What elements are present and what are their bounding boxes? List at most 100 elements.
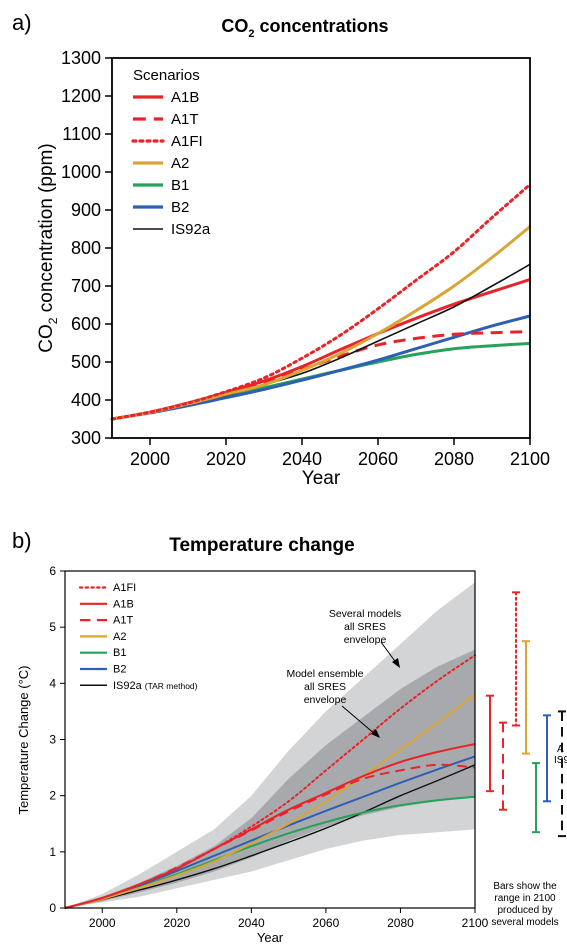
panel-a-y-tick-label: 400 xyxy=(71,390,101,410)
panel-a-y-tick-label: 600 xyxy=(71,314,101,334)
panel-b-clipped-label-is9: IS9 xyxy=(554,755,567,766)
panel-a-legend-label-is92a: IS92a xyxy=(171,221,211,238)
panel-a-line-b2 xyxy=(111,314,531,421)
panel-a-y-tick-label: 900 xyxy=(71,200,101,220)
panel-b-label: b) xyxy=(12,528,32,553)
panel-b-y-tick-label: 1 xyxy=(49,845,56,859)
panel-b-plot-frame xyxy=(64,570,476,909)
panel-b-arrowhead-several-models xyxy=(392,658,400,668)
panel-b-annotation-model-ensemble: envelope xyxy=(304,694,347,706)
panel-b-legend-label-b1: B1 xyxy=(113,647,126,659)
panel-a-legend-label-b1: B1 xyxy=(171,177,189,194)
panel-a-x-tick-label: 2000 xyxy=(130,449,170,469)
panel-b-line-a1t xyxy=(64,763,476,909)
panel-b-annotation-bars-note: Bars show the xyxy=(493,881,557,892)
panel-a-x-tick-label: 2100 xyxy=(510,449,550,469)
panel-b-line-is92a xyxy=(64,764,476,909)
panel-b-y-tick-label: 2 xyxy=(49,789,56,803)
panel-b-title: Temperature change xyxy=(169,535,354,556)
panel-b-annotation-bars-note: range in 2100 xyxy=(494,893,556,904)
panel-b-clipped-label-a: A xyxy=(557,744,564,755)
panel-a-line-is92a xyxy=(111,263,531,420)
panel-b-x-tick-label: 2040 xyxy=(238,916,265,930)
panel-a-label: a) xyxy=(12,10,32,35)
panel-a-ylabel-rest: concentration (ppm) xyxy=(36,143,57,317)
panel-a-line-a2 xyxy=(111,225,531,421)
panel-b-line-a1fi xyxy=(64,654,476,909)
panel-a-y-tick-label: 700 xyxy=(71,276,101,296)
panel-a-x-tick-label: 2060 xyxy=(358,449,398,469)
panel-b-y-tick-label: 3 xyxy=(49,733,56,747)
panel-b-x-tick-label: 2100 xyxy=(462,916,489,930)
panel-b-range-bars xyxy=(486,591,566,838)
panel-b-series xyxy=(64,654,476,909)
panel-b-y-axis-label: Temperature Change (°C) xyxy=(16,666,31,815)
panel-a-legend-label-a1t: A1T xyxy=(171,111,199,128)
panel-b-annotation-model-ensemble: Model ensemble xyxy=(286,668,363,680)
panel-b-y-tick-label: 6 xyxy=(49,564,56,578)
panel-a-line-a1fi xyxy=(110,183,532,421)
panel-b-envelope-outer xyxy=(65,582,475,908)
panel-a: a) CO2 concentrations 300400500600700800… xyxy=(12,10,550,489)
panel-b-y-tick-label: 5 xyxy=(49,620,56,634)
panel-a-x-axis-label: Year xyxy=(302,468,341,489)
panel-a-ylabel-sub: 2 xyxy=(46,317,60,324)
panel-a-title-sub: 2 xyxy=(248,28,254,40)
panel-b-arrowhead-model-ensemble xyxy=(371,729,380,738)
panel-b-legend-label-a1fi: A1FI xyxy=(113,582,136,594)
panel-b-x-axis-label: Year xyxy=(257,930,284,945)
panel-a-plot-frame xyxy=(111,57,531,439)
panel-b-legend-label-a2: A2 xyxy=(113,631,126,643)
panel-a-title-rest: concentrations xyxy=(255,16,389,36)
panel-a-y-axis-label: CO2 concentration (ppm) xyxy=(36,143,60,352)
panel-b-line-a2 xyxy=(64,693,476,909)
panel-a-x-tick-label: 2040 xyxy=(282,449,322,469)
panel-b-legend-label-b2: B2 xyxy=(113,664,126,676)
panel-b-envelopes xyxy=(65,582,475,908)
panel-a-y-tick-label: 1100 xyxy=(62,124,101,144)
panel-b-legend-suffix: (TAR method) xyxy=(145,681,198,691)
panel-a-x-tick-label: 2020 xyxy=(206,449,246,469)
panel-b-annotation-several-models: all SRES xyxy=(344,621,386,633)
panel-a-legend-label-a1fi: A1FI xyxy=(171,133,203,150)
panel-b-annotation-several-models: Several models xyxy=(329,608,401,620)
panel-b-arrow-several-models xyxy=(380,641,398,665)
panel-b: b) Temperature change 0 1 2 3 4 5 6 2000 2020 204… xyxy=(12,528,567,945)
panel-a-y-tick-label: 800 xyxy=(71,238,101,258)
panel-a-y-tick-label: 1200 xyxy=(61,86,101,106)
panel-b-annotation-bars-note: produced by xyxy=(497,905,552,916)
panel-b-legend-label-a1b: A1B xyxy=(113,598,134,610)
panel-b-legend: A1FI A1B A1T A2 B1 B2 IS92a (TAR method) xyxy=(78,582,198,692)
panel-b-y-tick-label: 4 xyxy=(49,676,56,690)
panel-a-title: CO2 concentrations xyxy=(221,16,388,40)
panel-b-x-tick-label: 2060 xyxy=(313,916,340,930)
panel-a-x-tick-label: 2080 xyxy=(434,449,474,469)
panel-b-x-tick-label: 2000 xyxy=(89,916,116,930)
panel-a-y-tick-label: 500 xyxy=(71,352,101,372)
panel-a-legend-label-b2: B2 xyxy=(171,199,189,216)
panel-b-envelope-inner xyxy=(65,649,475,908)
panel-b-annotation-bars-note: several models xyxy=(491,917,558,928)
panel-a-y-tick-label: 1300 xyxy=(61,48,101,68)
panel-a-title-main: CO xyxy=(221,16,248,36)
panel-b-annotation-several-models: envelope xyxy=(344,634,387,646)
panel-a-legend-title: Scenarios xyxy=(133,67,200,84)
panel-b-axes: 0 1 2 3 4 5 6 2000 2020 2040 2060 2080 2100 xyxy=(49,564,488,930)
panel-a-y-tick-label: 1000 xyxy=(61,162,101,182)
panel-a-series xyxy=(110,183,532,421)
panel-b-y-tick-label: 0 xyxy=(49,901,56,915)
panel-a-legend: Scenarios A1B A1T A1FI A2 B1 B2 IS92a xyxy=(131,67,211,238)
panel-a-ylabel-main: CO xyxy=(36,324,57,353)
panel-b-x-tick-label: 2020 xyxy=(163,916,190,930)
panel-b-legend-label-is92a: IS92a (TAR method) xyxy=(113,680,198,692)
panel-a-legend-label-a1b: A1B xyxy=(171,89,199,106)
panel-a-y-tick-label: 300 xyxy=(71,428,101,448)
panel-a-axes: 300 400 500 600 700 800 900 1000 1100 1200 1300 200… xyxy=(61,48,550,469)
panel-b-annotation-model-ensemble: all SRES xyxy=(304,681,346,693)
panel-a-legend-label-a2: A2 xyxy=(171,155,189,172)
panel-b-x-tick-label: 2080 xyxy=(387,916,414,930)
panel-b-legend-label-a1t: A1T xyxy=(113,615,133,627)
panel-b-arrow-model-ensemble xyxy=(341,705,377,736)
